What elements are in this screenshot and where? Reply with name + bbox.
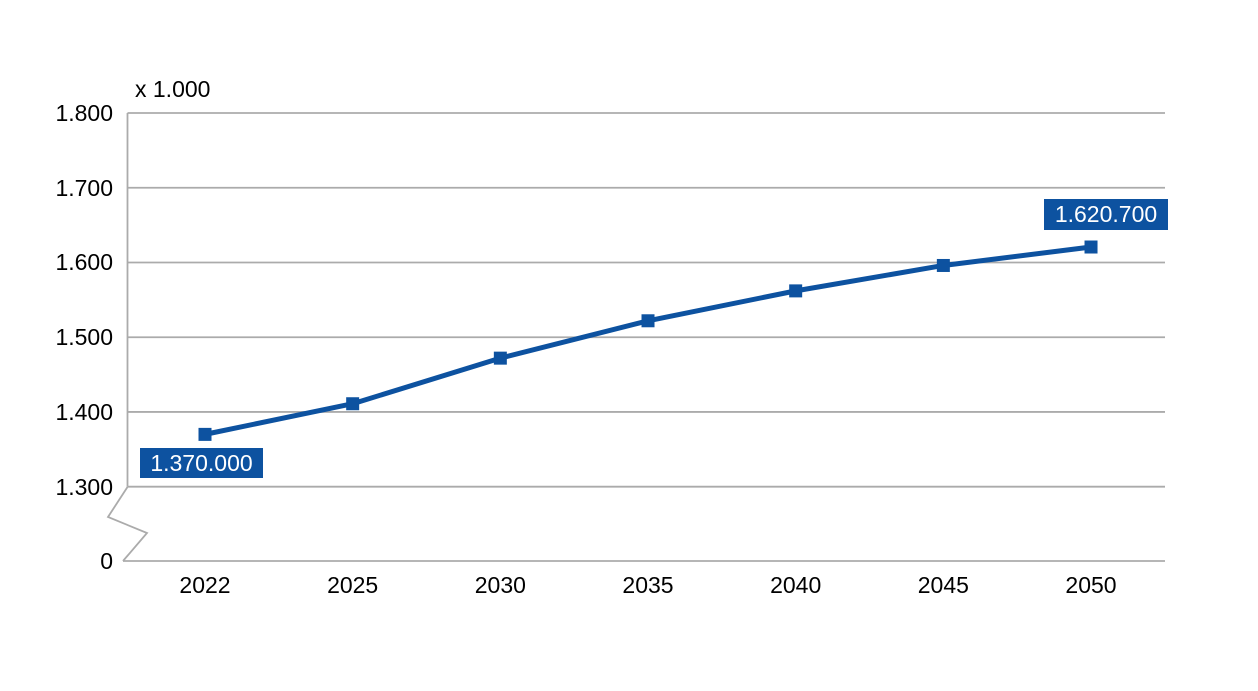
x-tick-label: 2025 <box>327 572 379 598</box>
data-point-marker <box>198 427 212 441</box>
axis-break-zigzag <box>106 486 149 562</box>
y-tick-label: 1.800 <box>55 100 113 126</box>
x-tick-label: 2045 <box>917 572 969 598</box>
data-point-marker <box>936 258 950 272</box>
data-point-marker <box>1084 240 1098 254</box>
data-point-marker <box>493 351 507 365</box>
x-tick-label: 2035 <box>622 572 674 598</box>
y-tick-label: 1.300 <box>55 473 113 500</box>
y-tick-label: 1.500 <box>55 324 113 351</box>
y-tick-label: 1.400 <box>55 398 113 425</box>
datapoint-label-last: 1.620.700 <box>1044 199 1168 230</box>
y-tick-label: 1.700 <box>55 174 113 201</box>
y-axis-unit-label: x 1.000 <box>135 76 211 102</box>
y-tick-label: 1.600 <box>55 249 113 276</box>
y-zero-tick-label: 0 <box>100 548 113 574</box>
x-tick-label: 2030 <box>474 572 526 598</box>
x-tick-label: 2050 <box>1065 572 1117 598</box>
data-line <box>204 244 1092 437</box>
datapoint-label-first: 1.370.000 <box>140 448 263 478</box>
x-tick-label: 2022 <box>179 572 231 598</box>
data-point-marker <box>641 314 655 328</box>
x-tick-label: 2040 <box>770 572 822 598</box>
data-point-marker <box>346 397 360 411</box>
data-point-marker <box>789 284 803 298</box>
